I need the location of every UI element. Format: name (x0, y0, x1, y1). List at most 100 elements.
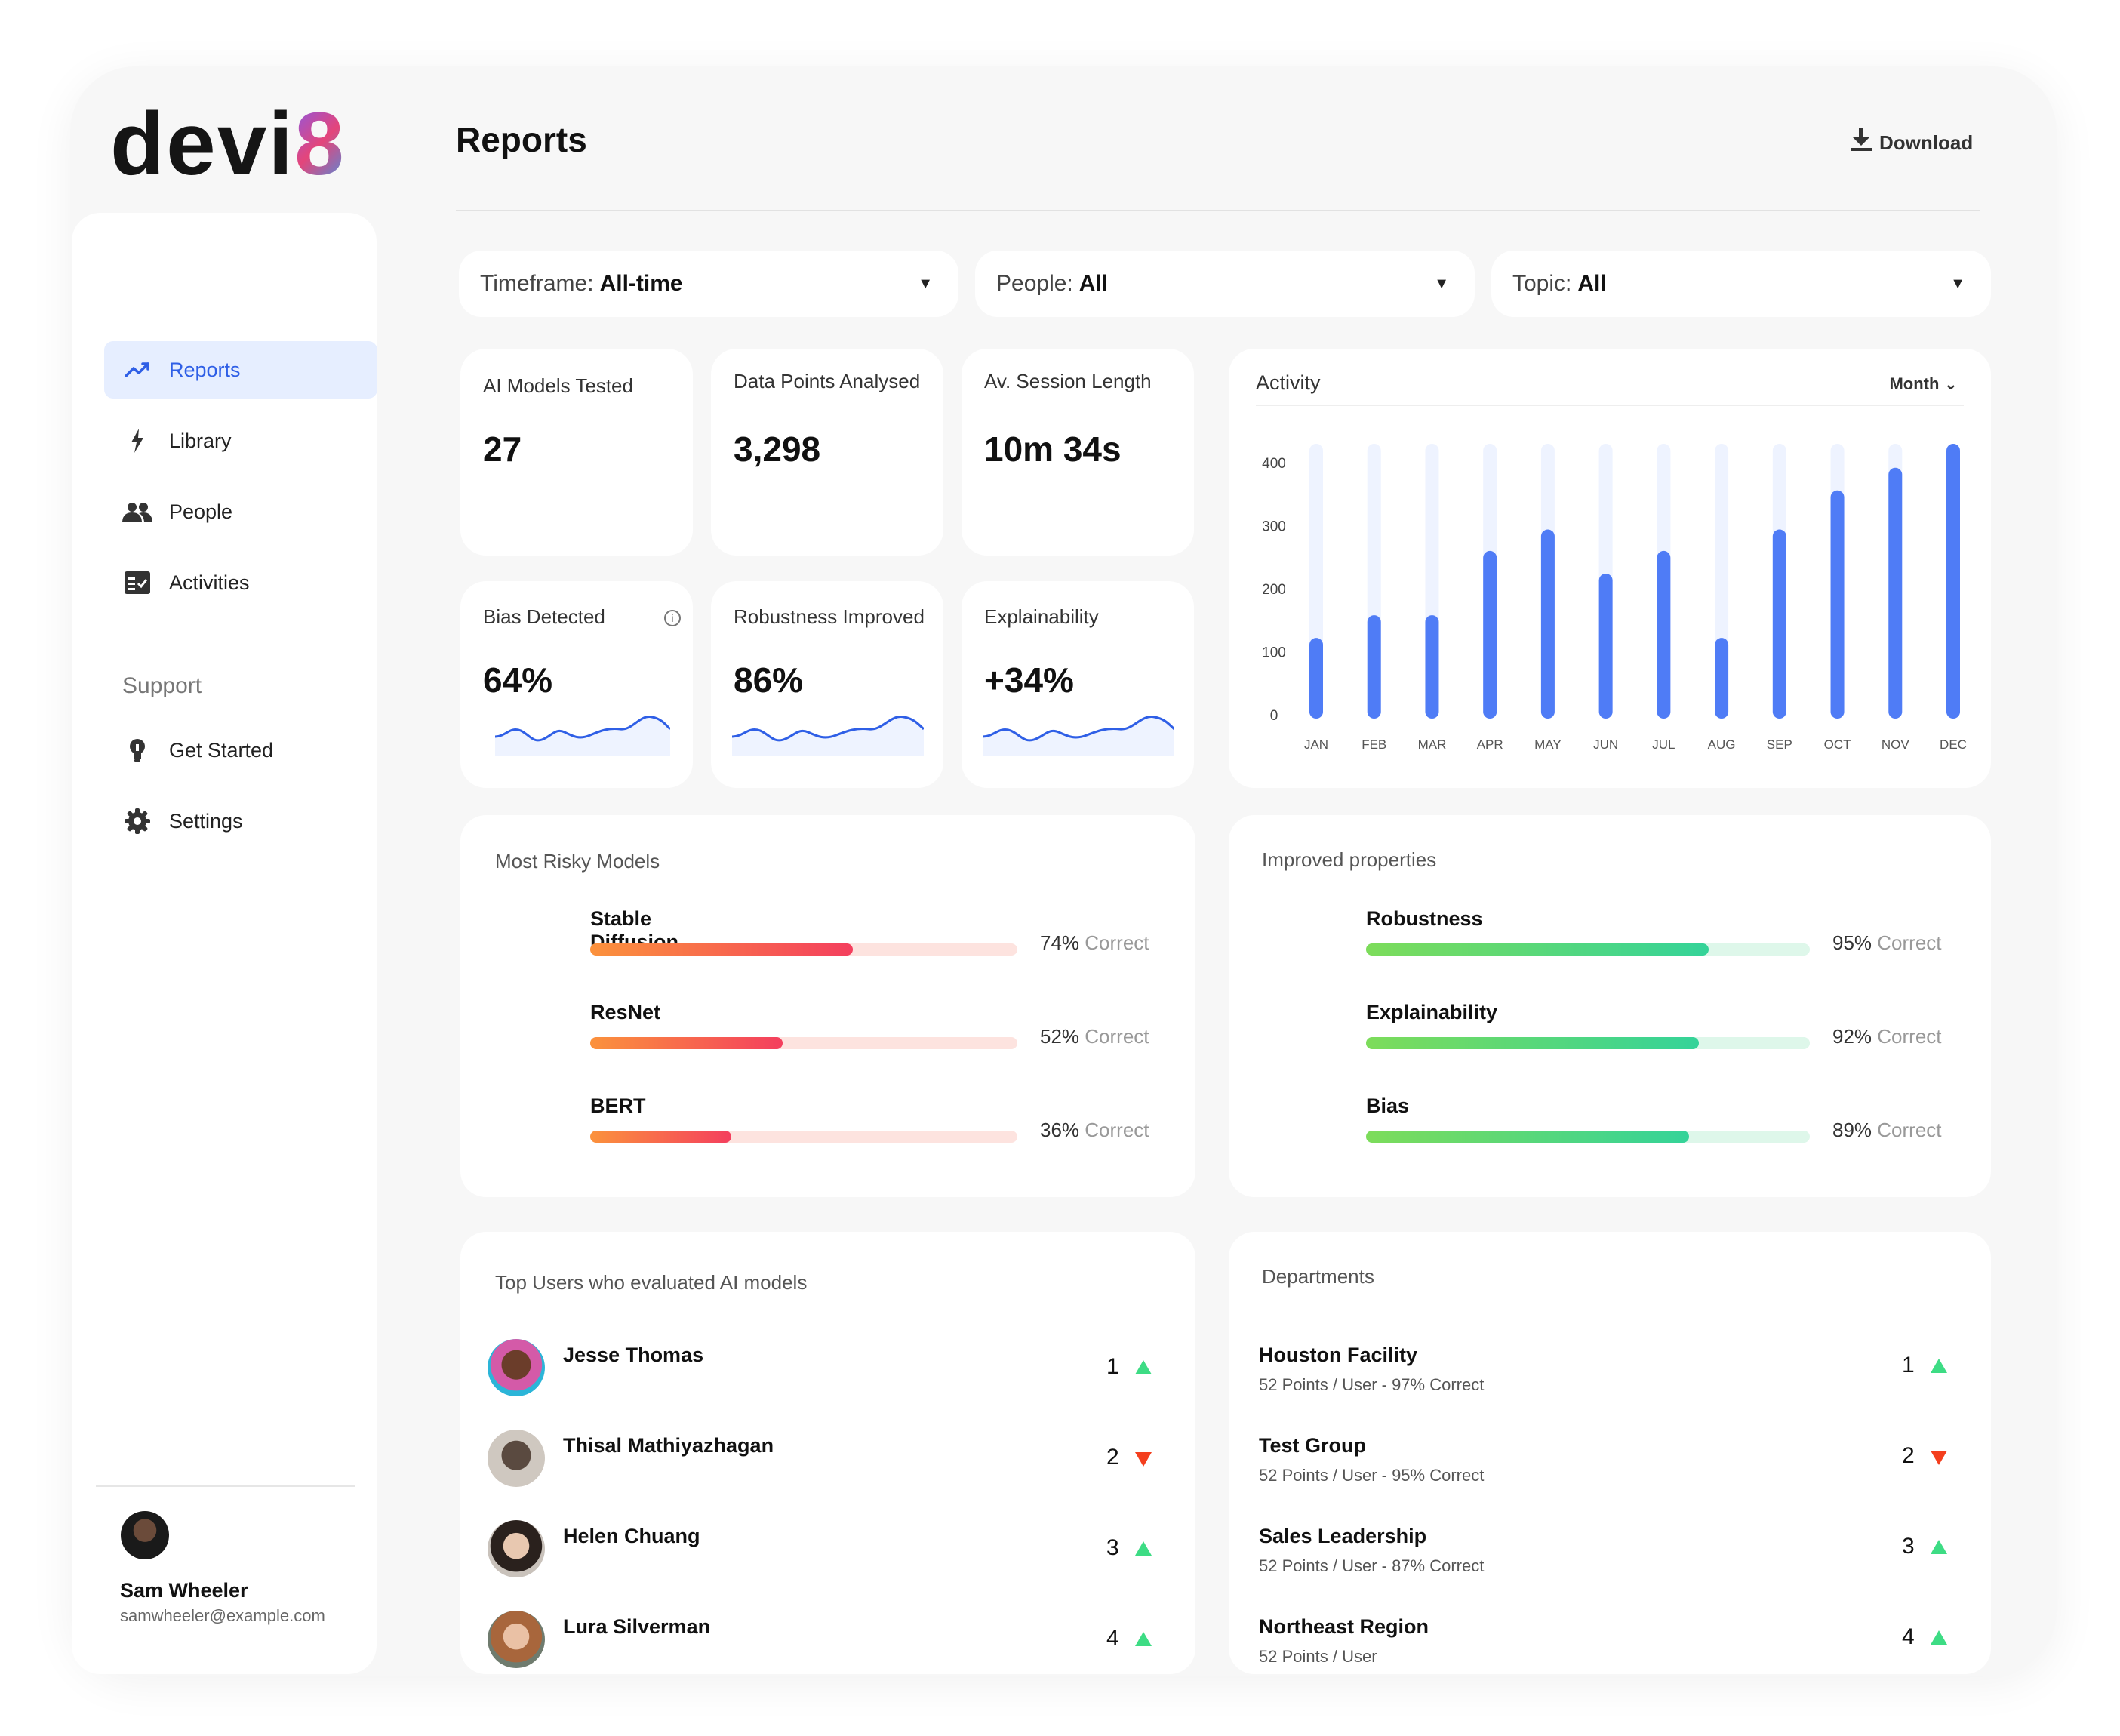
activity-bar-may[interactable] (1540, 529, 1555, 719)
activity-bar-jan[interactable] (1309, 638, 1323, 719)
risky-models-card: Most Risky Models Stable Diffusion 74% Co… (460, 815, 1195, 1197)
x-tick-label: OCT (1824, 737, 1851, 752)
user-row[interactable]: Lura Silverman 4 (488, 1611, 1167, 1671)
progress-fill (590, 1131, 731, 1143)
department-stats: 52 Points / User - 87% Correct (1259, 1556, 1485, 1575)
x-tick-label: JUN (1593, 737, 1618, 752)
info-icon[interactable]: i (664, 610, 681, 626)
sidebar-item-settings[interactable]: Settings (104, 793, 383, 850)
stat-label: Explainability (984, 605, 1099, 628)
filter-value: All-time (599, 271, 683, 296)
filter-label: People: (996, 271, 1073, 296)
trend-up-icon (1931, 1630, 1947, 1645)
stat-value: +34% (984, 660, 1074, 700)
stat-value: 64% (483, 660, 553, 700)
stat-label: Bias Detected (483, 605, 605, 628)
filter-timeframe-select[interactable]: Timeframe: All-time ▼ (459, 251, 958, 317)
avatar[interactable] (121, 1511, 169, 1559)
activity-divider (1256, 405, 1964, 406)
rank-number: 3 (1902, 1534, 1915, 1559)
stat-card-bias: Bias Detected i 64% (460, 581, 693, 788)
x-tick-label: AUG (1708, 737, 1736, 752)
sidebar-item-get-started[interactable]: Get Started (104, 722, 383, 779)
user-row[interactable]: Helen Chuang 3 (488, 1520, 1167, 1581)
caret-down-icon: ▼ (1434, 275, 1449, 292)
caret-down-icon: ▼ (918, 275, 933, 292)
user-row[interactable]: Thisal Mathiyazhagan 2 (488, 1430, 1167, 1490)
sidebar-item-reports[interactable]: Reports (104, 341, 377, 399)
lightbulb-icon (121, 738, 154, 762)
x-tick-label: JAN (1304, 737, 1328, 752)
sparkline (983, 716, 1174, 756)
download-button[interactable]: Download (1851, 128, 1973, 157)
checklist-icon (121, 571, 154, 594)
activity-bar-oct[interactable] (1830, 490, 1845, 719)
rank-number: 4 (1106, 1626, 1119, 1651)
progress-fill (1366, 1131, 1689, 1143)
y-tick-label: 0 (1270, 708, 1278, 724)
sparkline (732, 716, 924, 756)
header-divider (456, 210, 1980, 211)
bar-name: Bias (1366, 1094, 1410, 1117)
sidebar-item-people[interactable]: People (104, 483, 383, 540)
trend-up-icon (1135, 1541, 1152, 1556)
x-tick-label: JUL (1652, 737, 1675, 752)
filter-people-select[interactable]: People: All ▼ (975, 251, 1475, 317)
percent-value: 95% (1832, 931, 1872, 954)
rank-number: 3 (1106, 1535, 1119, 1560)
activity-bar-jul[interactable] (1657, 550, 1671, 719)
activity-bar-dec[interactable] (1946, 444, 1960, 719)
percent-suffix: Correct (1877, 931, 1942, 954)
activity-bar-chart: 0 100 200 300 400 JAN FEB MAR APR MAY JUN JUL AUG SEP… (1262, 444, 1967, 752)
department-row[interactable]: Test Group 52 Points / User - 95% Correct… (1259, 1430, 1961, 1490)
department-row[interactable]: Houston Facility 52 Points / User - 97% C… (1259, 1339, 1961, 1399)
sidebar-item-activities[interactable]: Activities (104, 554, 383, 611)
stat-value: 3,298 (734, 429, 821, 469)
rank-number: 2 (1902, 1443, 1915, 1468)
department-stats: 52 Points / User - 97% Correct (1259, 1375, 1485, 1394)
trend-up-icon (1135, 1632, 1152, 1646)
department-row[interactable]: Sales Leadership 52 Points / User - 87% C… (1259, 1520, 1961, 1581)
avatar (488, 1520, 545, 1577)
x-tick-label: FEB (1362, 737, 1386, 752)
department-name: Test Group (1259, 1434, 1367, 1457)
activity-bar-jun[interactable] (1598, 573, 1613, 719)
activity-bar-sep[interactable] (1772, 529, 1786, 719)
improved-properties-card: Improved properties Robustness 95% Correc… (1229, 815, 1991, 1197)
trend-up-icon (1135, 1360, 1152, 1374)
download-icon (1851, 128, 1872, 157)
stat-card-data-points: Data Points Analysed 3,298 (711, 349, 943, 556)
department-row[interactable]: Northeast Region 52 Points / User 4 (1259, 1611, 1961, 1671)
percent-suffix: Correct (1085, 1119, 1149, 1141)
sidebar-item-library[interactable]: Library (104, 412, 383, 469)
progress-track (1366, 1131, 1810, 1143)
progress-track (590, 1131, 1017, 1143)
rank-number: 2 (1106, 1445, 1119, 1470)
percent-suffix: Correct (1877, 1025, 1942, 1048)
filter-topic-select[interactable]: Topic: All ▼ (1491, 251, 1991, 317)
stat-card-session-length: Av. Session Length 10m 34s (962, 349, 1194, 556)
stat-value: 86% (734, 660, 804, 700)
panel-title: Departments (1262, 1265, 1374, 1288)
trend-up-icon (121, 362, 154, 378)
progress-track (590, 943, 1017, 956)
stat-card-robustness: Robustness Improved 86% (711, 581, 943, 788)
gear-icon (121, 808, 154, 834)
activity-bar-feb[interactable] (1367, 615, 1381, 719)
activity-bar-apr[interactable] (1483, 550, 1497, 719)
filter-label: Timeframe: (480, 271, 594, 296)
period-select[interactable]: Month ⌄ (1889, 374, 1958, 394)
user-name: Thisal Mathiyazhagan (563, 1434, 774, 1457)
x-tick-label: MAR (1418, 737, 1447, 752)
activity-bar-mar[interactable] (1425, 615, 1439, 719)
bar-percent: 52% Correct (1040, 1025, 1149, 1048)
trend-down-icon (1931, 1451, 1947, 1465)
bar-name: ResNet (590, 1001, 661, 1023)
activity-bar-nov[interactable] (1888, 467, 1903, 719)
x-tick-label: NOV (1882, 737, 1910, 752)
sidebar-item-label: Library (169, 429, 232, 452)
filter-value: All (1577, 271, 1607, 296)
departments-card: Departments Houston Facility 52 Points / … (1229, 1232, 1991, 1674)
activity-bar-aug[interactable] (1715, 638, 1729, 719)
user-row[interactable]: Jesse Thomas 1 (488, 1339, 1167, 1399)
